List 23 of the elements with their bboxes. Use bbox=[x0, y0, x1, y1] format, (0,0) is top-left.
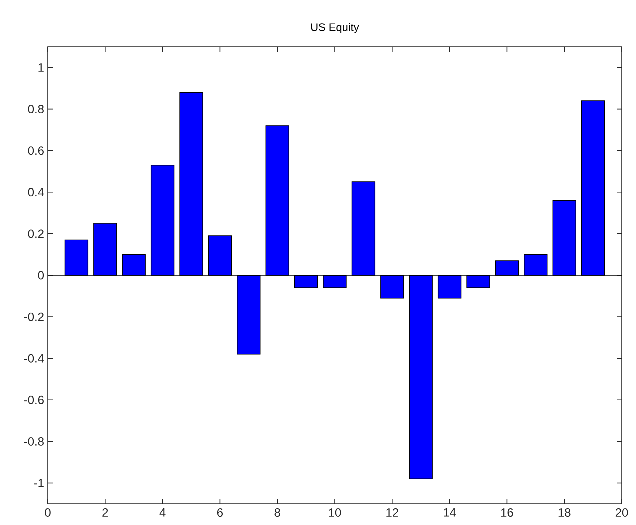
y-tick-label: -0.6 bbox=[24, 396, 44, 404]
y-tick-label: 0.2 bbox=[28, 230, 44, 238]
y-tick-label: 0.4 bbox=[28, 188, 44, 197]
y-tick-label: 1 bbox=[38, 64, 44, 72]
y-tick-label: 0 bbox=[38, 271, 44, 280]
x-tick-label: 16 bbox=[501, 508, 514, 517]
x-tick-label: 18 bbox=[558, 508, 571, 517]
y-tick-label: -0.8 bbox=[24, 437, 44, 446]
x-tick-label: 2 bbox=[102, 508, 108, 517]
x-tick-label: 12 bbox=[386, 508, 398, 517]
y-tick-label: -1 bbox=[34, 479, 44, 488]
y-tick-label: 0.6 bbox=[28, 146, 44, 156]
x-tick-label: 20 bbox=[616, 508, 628, 517]
y-tick-label: -0.2 bbox=[24, 312, 44, 322]
y-tick-label: -0.4 bbox=[24, 354, 44, 363]
x-tick-label: 6 bbox=[217, 508, 223, 517]
x-tick-label: 4 bbox=[160, 508, 166, 517]
x-tick-label: 8 bbox=[274, 508, 280, 517]
x-tick-label: 14 bbox=[444, 508, 456, 517]
x-tick-label: 0 bbox=[45, 508, 51, 517]
y-tick-label: 0.8 bbox=[28, 105, 44, 114]
x-tick-label: 10 bbox=[329, 508, 342, 517]
chart-title: US Equity bbox=[311, 23, 360, 34]
